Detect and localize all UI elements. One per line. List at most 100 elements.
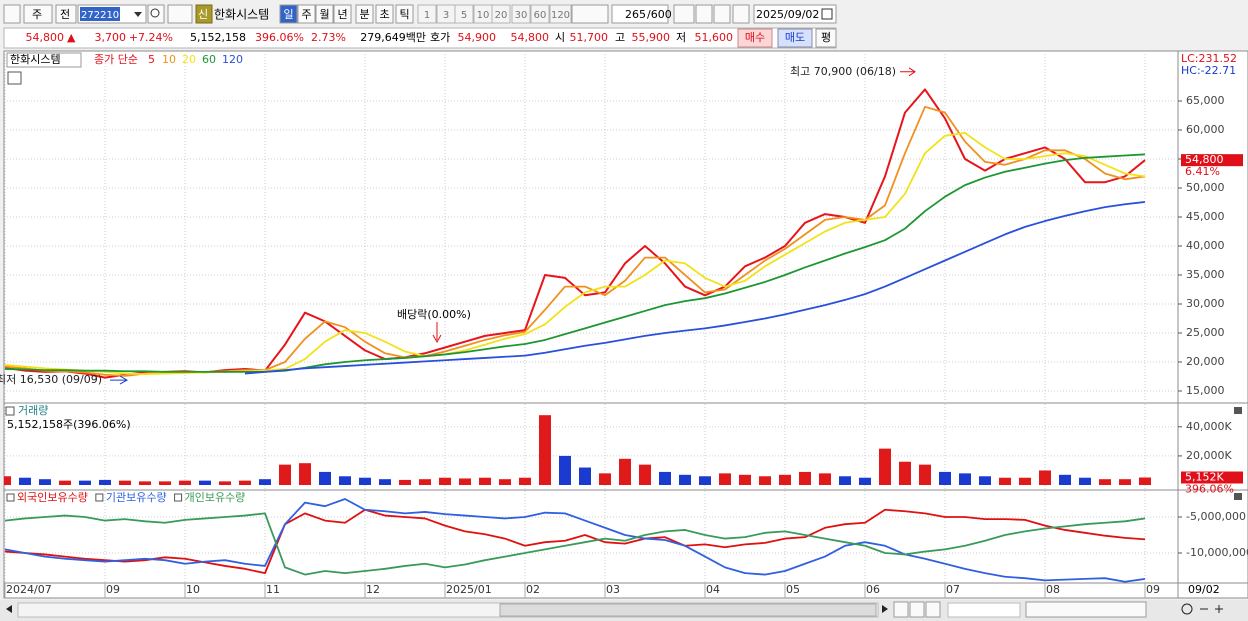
toolbar: 주 전 272210 신 한화시스템 265 /600 2025/09/02 일…: [3, 4, 837, 24]
layout-button[interactable]: [3, 4, 21, 24]
buy: 매수: [745, 31, 765, 44]
zoom-slider[interactable]: [947, 602, 1021, 618]
interval: 3: [443, 10, 449, 21]
zoom-buttons[interactable]: [1200, 605, 1223, 613]
zoom-icon[interactable]: [1181, 603, 1193, 615]
series-line: [4, 153, 1146, 373]
y-tick-label: 45,000: [1186, 210, 1225, 223]
interval: 120: [551, 10, 570, 21]
interval-button[interactable]: [549, 4, 572, 24]
search-icon: [150, 8, 160, 18]
volume-bar: [259, 479, 271, 485]
tool-button[interactable]: [673, 4, 695, 24]
volume-bar: [519, 477, 531, 485]
price-arrow: ▲: [67, 31, 76, 44]
volume-bar: [579, 467, 591, 485]
interval: 5: [461, 10, 467, 21]
high-label: 최고 70,900 (06/18): [790, 65, 896, 78]
period-button[interactable]: [333, 4, 352, 24]
series-group: [4, 498, 1146, 583]
interval: 60: [534, 10, 547, 21]
period-button[interactable]: [279, 4, 298, 24]
interval-button[interactable]: [491, 4, 511, 24]
interval-button[interactable]: [454, 4, 474, 24]
volume-bar: [499, 479, 511, 485]
interval-button[interactable]: [511, 4, 531, 24]
volume-bar: [699, 476, 711, 485]
date-input[interactable]: [753, 4, 837, 24]
nav-button[interactable]: [893, 601, 909, 618]
period: 일: [283, 7, 293, 21]
sell-button[interactable]: [777, 28, 813, 48]
avg-button[interactable]: [815, 28, 837, 48]
table-icon[interactable]: [7, 71, 22, 85]
volume-title: 거래량: [18, 404, 48, 417]
last-value-box: [1181, 154, 1243, 167]
unit-select[interactable]: [571, 4, 609, 24]
volume-bar: [739, 474, 751, 485]
scroll-thumb[interactable]: [499, 603, 877, 617]
volume-bar: [1119, 479, 1131, 485]
tool-strip[interactable]: [1025, 601, 1147, 618]
panel-icon: [5, 406, 15, 416]
series-line: [4, 498, 1146, 583]
volume: 5,152,158: [190, 31, 246, 44]
volume-bar: [99, 479, 111, 485]
interval-button[interactable]: [417, 4, 437, 24]
nav-button[interactable]: [925, 601, 941, 618]
scroll-left[interactable]: [6, 605, 12, 613]
period-button[interactable]: [395, 4, 414, 24]
period-button[interactable]: [355, 4, 374, 24]
sell: 매도: [785, 31, 805, 44]
x-tick-label: 2025/01: [446, 583, 492, 596]
volume-bar: [39, 479, 51, 485]
chart-area: [3, 50, 1248, 599]
panel-close[interactable]: [1234, 493, 1242, 500]
tool-button[interactable]: [695, 4, 713, 24]
volume-bar: [4, 476, 11, 485]
volume-bar: [79, 480, 91, 485]
high-arrow: [900, 67, 916, 77]
period-button[interactable]: [315, 4, 334, 24]
interval: 1: [424, 10, 430, 21]
volume-bar: [399, 479, 411, 485]
sound-button[interactable]: [167, 4, 193, 24]
scroll-right[interactable]: [882, 605, 888, 613]
volume-bar: [439, 477, 451, 485]
y-tick-label: 65,000: [1186, 94, 1225, 107]
interval-button[interactable]: [530, 4, 550, 24]
volume-bar: [619, 458, 631, 485]
volume-bar: [159, 481, 171, 485]
period-button[interactable]: [375, 4, 394, 24]
panel-close[interactable]: [1234, 407, 1242, 414]
count-box[interactable]: [611, 4, 669, 24]
search-button[interactable]: [147, 4, 165, 24]
badge: 신: [198, 8, 208, 21]
save-button[interactable]: [713, 4, 731, 24]
volume-bar: [199, 480, 211, 485]
buy-button[interactable]: [737, 28, 773, 48]
y-tick-label: 40,000: [1186, 239, 1225, 252]
period-button[interactable]: [297, 4, 316, 24]
volume-bar: [899, 461, 911, 485]
market-select[interactable]: [23, 4, 53, 24]
x-tick-label: 09: [106, 583, 120, 596]
bar-group: [4, 415, 1151, 485]
volume-bar: [859, 477, 871, 485]
low-arrow: [110, 375, 129, 385]
settings-button[interactable]: [732, 4, 750, 24]
series-group: [4, 88, 1146, 379]
y-tick-label: 20,000K: [1186, 449, 1232, 462]
volume-bar: [919, 464, 931, 485]
legend-icon: [6, 493, 15, 502]
scale-info: HC:-22.71: [1181, 64, 1236, 77]
legend-entry: 개인보유수량: [185, 491, 246, 504]
series-line: [244, 201, 1146, 375]
mode-button[interactable]: [55, 4, 77, 24]
quote-label: 호가: [430, 31, 450, 44]
y-tick-label: 40,000K: [1186, 420, 1232, 433]
y-tick-label: 25,000: [1186, 326, 1225, 339]
volume-bar: [339, 476, 351, 485]
mode: 전: [60, 8, 70, 21]
nav-button[interactable]: [909, 601, 925, 618]
